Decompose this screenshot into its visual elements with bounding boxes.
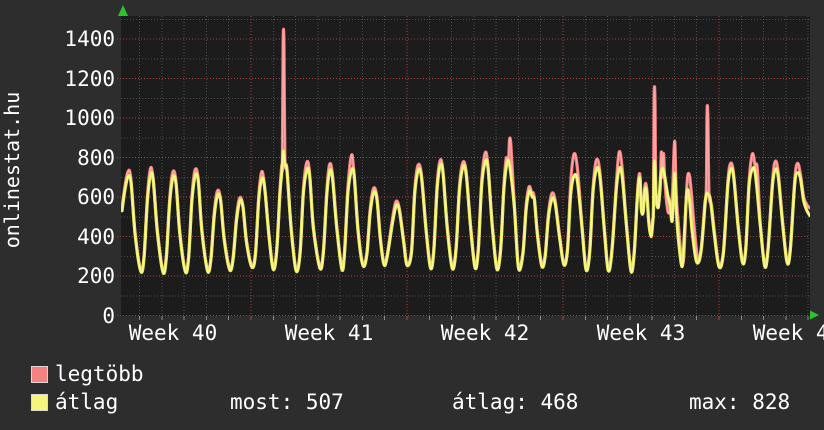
y-tick-label: 200 bbox=[77, 264, 115, 288]
legend-swatch-atlag bbox=[31, 394, 48, 411]
stat-max: max: 828 bbox=[689, 390, 791, 414]
y-tick-label: 0 bbox=[102, 303, 115, 328]
x-axis-arrow-icon bbox=[810, 310, 819, 320]
legend-swatch-legtobb bbox=[31, 366, 48, 383]
legend-label-legtobb: legtöbb bbox=[55, 362, 144, 386]
x-week-label: Week 43 bbox=[596, 321, 686, 345]
y-axis-arrow-icon bbox=[118, 5, 128, 16]
x-week-label: Week 40 bbox=[128, 321, 218, 345]
y-tick-label: 1400 bbox=[64, 27, 115, 51]
y-tick-label: 800 bbox=[77, 145, 115, 170]
series-atlag bbox=[121, 149, 810, 276]
y-tick-label: 1200 bbox=[64, 66, 115, 91]
series-line bbox=[121, 150, 810, 275]
x-week-label: Week 41 bbox=[284, 321, 374, 345]
y-tick-label: 1000 bbox=[64, 106, 115, 130]
stat-most: most: 507 bbox=[230, 390, 344, 414]
y-tick-label: 400 bbox=[77, 224, 115, 249]
x-week-label: Week 44 bbox=[752, 321, 824, 345]
y-tick-label: 600 bbox=[77, 185, 115, 209]
x-week-label: Week 42 bbox=[440, 321, 530, 345]
stat-atlag: átlag: 468 bbox=[452, 390, 579, 414]
legend-label-atlag: átlag bbox=[55, 390, 119, 414]
